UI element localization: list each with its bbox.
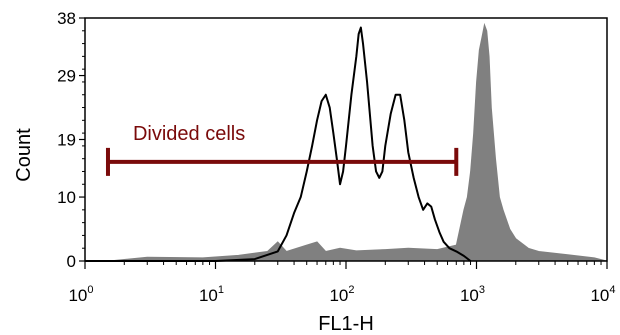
series-0-area <box>107 22 608 262</box>
y-tick-label-19: 19 <box>57 131 76 150</box>
y-tick-label-0: 0 <box>67 252 76 271</box>
x-tick-label-100: 102 <box>329 284 354 305</box>
y-tick-label-10: 10 <box>57 188 76 207</box>
plot-area: 0 10 19 29 38 100 101 102 103 104 Divided cells <box>57 9 615 305</box>
y-axis-label: Count <box>13 128 35 182</box>
y-tick-label-38: 38 <box>57 9 76 28</box>
x-tick-label-10000: 104 <box>590 284 615 305</box>
x-tick-label-1000: 103 <box>460 284 485 305</box>
gate-label: Divided cells <box>133 123 245 145</box>
x-tick-label-10: 101 <box>199 284 224 305</box>
y-tick-label-29: 29 <box>57 67 76 86</box>
x-tick-label-1: 100 <box>68 284 93 305</box>
x-axis-label: FL1-H <box>318 313 374 335</box>
series-1-line <box>85 26 472 262</box>
